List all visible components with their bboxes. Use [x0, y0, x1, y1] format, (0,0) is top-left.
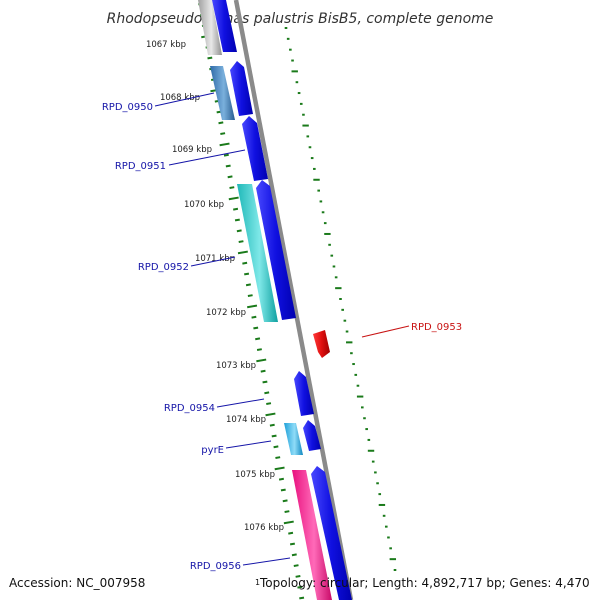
minor-tick [280, 488, 286, 492]
major-tick [256, 358, 267, 363]
genome-backbone [233, 0, 354, 600]
gene-label-pyre: pyrE [201, 445, 224, 456]
minor-tick [262, 380, 268, 384]
gene-rpd-0950-feature [210, 66, 235, 120]
tick-labels: 1067 kbp 1068 kbp 1069 kbp 1070 kbp 1071… [146, 40, 284, 533]
minor-tick [269, 423, 275, 427]
major-tick [219, 142, 230, 147]
minor-tick [229, 186, 235, 189]
minor-tick [266, 402, 272, 405]
gene-arrow-forward [256, 180, 296, 320]
minor-tick [282, 499, 288, 503]
tick-label: 1069 kbp [172, 145, 212, 155]
minor-tick [289, 542, 296, 546]
minor-tick [220, 132, 226, 135]
minor-tick [273, 445, 279, 449]
gene-label-rpd-0956: RPD_0956 [190, 561, 241, 572]
minor-tick [288, 531, 294, 535]
minor-tick [238, 240, 244, 243]
gene-arrow-forward [212, 0, 237, 52]
gene-rpd-0951-feature [242, 116, 268, 181]
tick-label: 1067 kbp [146, 40, 186, 50]
minor-tick [207, 56, 213, 60]
minor-tick [271, 434, 277, 438]
tick-label: 1070 kbp [184, 200, 224, 210]
major-tick [274, 466, 285, 471]
leader-line [154, 92, 215, 107]
minor-tick [278, 477, 284, 481]
tick-label: 1071 kbp [195, 254, 235, 264]
minor-tick [242, 261, 248, 265]
minor-tick [256, 348, 262, 351]
minor-tick [218, 121, 224, 125]
gene-label-rpd-0954: RPD_0954 [164, 403, 215, 414]
position-one-label: 1 [255, 578, 260, 587]
gene-label-rpd-0950: RPD_0950 [102, 102, 153, 113]
minor-tick [297, 585, 303, 589]
tick-label: 1076 kbp [244, 523, 284, 533]
tick-ring [198, 2, 305, 600]
minor-tick [253, 326, 259, 330]
leader-line [242, 557, 291, 566]
minor-tick [225, 164, 231, 168]
major-tick [265, 412, 276, 417]
minor-tick [291, 553, 297, 557]
minor-tick [293, 564, 299, 567]
gray-feature [198, 0, 222, 55]
gene-rpd-0954-feature [294, 371, 314, 416]
minor-tick [236, 229, 242, 233]
gene-label-rpd-0952: RPD_0952 [138, 262, 189, 273]
gene-arrow-forward [230, 61, 253, 116]
gene-pyre-feature [284, 423, 303, 455]
leader-line [225, 440, 272, 449]
minor-tick [264, 391, 270, 395]
minor-tick [275, 456, 281, 459]
gene-features [198, 0, 352, 600]
minor-tick [255, 337, 261, 341]
gene-labels: RPD_0950 RPD_0951 RPD_0952 RPD_0953 RPD_… [102, 92, 462, 572]
tick-label: 1075 kbp [235, 470, 275, 480]
minor-tick [284, 510, 290, 513]
tick-label: 1074 kbp [226, 415, 266, 425]
minor-tick [245, 283, 251, 287]
gene-rpd-0953-feature [313, 330, 330, 358]
gene-arrow-forward [303, 420, 321, 451]
gene-label-rpd-0951: RPD_0951 [115, 161, 166, 172]
minor-tick [299, 596, 305, 600]
major-tick [237, 250, 248, 255]
tick-label: 1068 kbp [160, 93, 200, 103]
minor-tick [244, 272, 250, 276]
minor-tick [227, 175, 233, 179]
leader-line [216, 398, 265, 408]
major-tick [228, 196, 239, 201]
minor-tick [260, 369, 266, 373]
topology-text: Topology: circular; Length: 4,892,717 bp… [259, 576, 590, 590]
gene-rpd-0952-feature [237, 184, 278, 322]
minor-tick [233, 207, 239, 211]
leader-line [168, 149, 246, 166]
minor-tick [234, 218, 240, 222]
major-tick [247, 304, 258, 309]
accession-text: Accession: NC_007958 [9, 576, 145, 590]
tick-label: 1073 kbp [216, 361, 256, 371]
gene-arrow-forward [311, 466, 352, 600]
map-title: Rhodopseudomonas palustris BisB5, comple… [107, 11, 494, 27]
leader-line [361, 325, 410, 338]
minor-tick [223, 153, 229, 157]
leader-line [190, 256, 236, 267]
tick-label: 1072 kbp [206, 308, 246, 318]
minor-tick [295, 575, 301, 578]
major-tick [283, 520, 294, 525]
gene-label-rpd-0953: RPD_0953 [411, 322, 462, 333]
minor-tick [251, 315, 257, 319]
minor-tick [247, 294, 253, 297]
gene-rpd-0956-feature [292, 470, 332, 600]
outer-dotted-ring [284, 27, 397, 571]
